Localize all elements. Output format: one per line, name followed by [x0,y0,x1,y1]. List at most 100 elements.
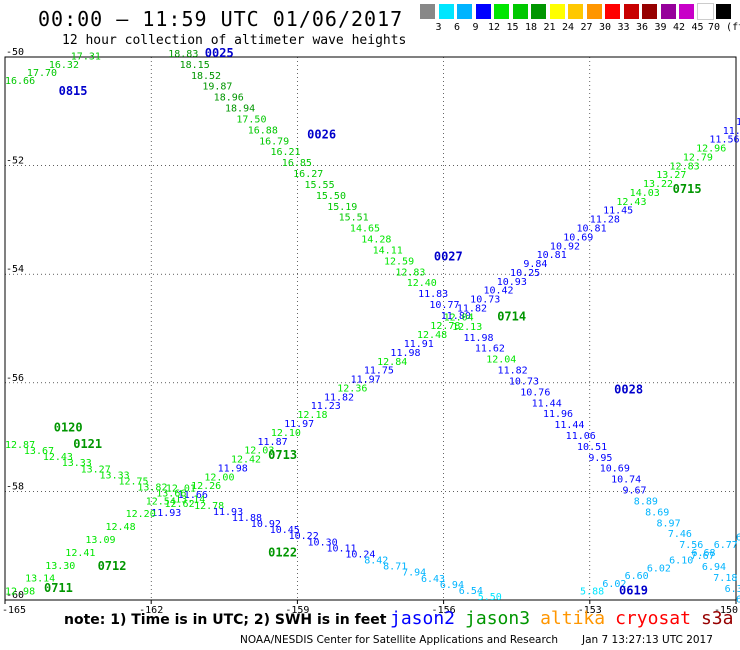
swh-label: 17.31 [71,52,101,63]
swh-label: 15.50 [316,191,346,202]
swh-label: 12.59 [384,256,414,267]
color-scale-label: 70 (ft) [708,22,740,33]
swh-label: 11.66 [178,490,208,501]
color-swatch [642,4,657,19]
swh-label: 12.43 [43,452,73,463]
swh-label: 11.28 [590,215,620,226]
swh-label: 18.96 [214,93,244,104]
swh-label: 18.15 [180,60,210,71]
swh-label: 12.48 [106,522,136,533]
color-swatch [605,4,620,19]
swh-label: 10.51 [577,442,607,453]
color-swatch [549,4,565,19]
color-swatch [679,4,694,19]
satellite-cryosat: cryosat [615,608,691,629]
swh-label: 6.54 [459,586,483,597]
swh-label: 12.83 [670,161,700,172]
swh-label: 6.43 [421,574,445,585]
swh-label: 13.27 [81,464,111,475]
color-swatch [568,4,583,19]
swh-label: 11.98 [463,333,493,344]
x-tick-label: -156 [432,605,456,616]
pass-time-label: 0025 [205,46,234,60]
swh-label: 11.88 [232,513,262,524]
swh-label: 12.43 [616,197,646,208]
swh-label: 12.04 [486,355,516,366]
swh-label: 10.69 [563,232,593,243]
swh-label: 8.89 [634,496,658,507]
pass-time-label: 0122 [268,546,297,560]
pass-time-label: 0120 [54,421,83,435]
swh-label: 8.71 [383,562,407,573]
swh-label: 12.98 [5,587,35,598]
swh-label: 7.94 [402,568,426,579]
swh-label: 16.66 [5,76,35,87]
swh-label: 10.45 [270,525,300,536]
swh-label: 11.98 [218,463,248,474]
swh-label: 11.82 [498,366,528,377]
swh-label: 11.91 [404,339,434,350]
swh-label: 18.52 [191,71,221,82]
color-swatch [475,4,491,19]
swh-label: 11 [736,117,740,128]
color-scale-label: 24 [561,22,575,33]
swh-label: 12.04 [444,312,474,323]
y-tick-label: -58 [6,481,24,492]
swh-label: 12.78 [430,321,460,332]
y-tick-label: -50 [6,47,24,58]
swh-label: 10.76 [520,387,550,398]
swh-label: 10.73 [509,376,539,387]
swh-label: 15.51 [339,213,369,224]
satellite-jason3: jason3 [465,608,531,629]
color-scale-label: 42 [672,22,686,33]
swh-label: 18.83 [168,49,198,60]
color-scale-label: 9 [472,22,479,33]
x-tick-label: -153 [578,605,602,616]
pass-time-label: 0711 [44,581,73,595]
swh-label: 12.87 [5,440,35,451]
swh-label: 10.69 [600,464,630,475]
swh-label: 6.55 [736,532,740,543]
swh-label: 17.70 [27,68,57,79]
swh-label: 12.83 [395,267,425,278]
swh-label: 10.73 [470,295,500,306]
swh-label: 11.93 [213,507,243,518]
pass-time-label: 0712 [98,559,127,573]
swh-label: 11.06 [566,431,596,442]
swh-label: 6.94 [440,580,464,591]
pass-time-label: 0121 [73,437,102,451]
swh-label: 11.97 [351,375,381,386]
color-scale-label: 33 [617,22,630,33]
swh-label: 10.81 [537,250,567,261]
swh-label: 11.98 [390,348,420,359]
color-swatch [494,4,509,19]
swh-label: 14.03 [630,188,660,199]
swh-label: 7.46 [668,529,692,540]
color-scale-label: 6 [453,22,461,33]
x-tick-label: -165 [2,605,26,616]
swh-label: 13.82 [137,483,167,494]
y-tick-label: -52 [6,156,24,167]
swh-label: 10.11 [326,543,356,554]
swh-label: 12.01 [166,483,196,494]
swh-label: 12.26 [191,481,221,492]
swh-label: 13.33 [100,470,130,481]
swh-label: 10.92 [550,241,580,252]
swh-label: 14.11 [373,245,403,256]
color-swatch [457,4,472,19]
swh-label: 6.59 [736,595,740,606]
footer-timestamp: Jan 7 13:27:13 UTC 2017 [582,634,713,646]
swh-label: 6.77 [714,540,738,551]
swh-label: 10.25 [510,268,540,279]
color-scale-label: 27 [580,22,593,33]
footer-credit: NOAA/NESDIS Center for Satellite Applica… [240,634,558,646]
swh-label: 10.42 [483,286,513,297]
swh-label: 13.30 [45,561,75,572]
swh-label: 16.21 [270,147,300,158]
swh-label: 6.94 [702,562,726,573]
swh-label: 11.44 [532,398,562,409]
swh-label: 12.78 [194,501,224,512]
swh-label: 17.50 [236,114,266,125]
swh-label: 13.27 [656,170,686,181]
